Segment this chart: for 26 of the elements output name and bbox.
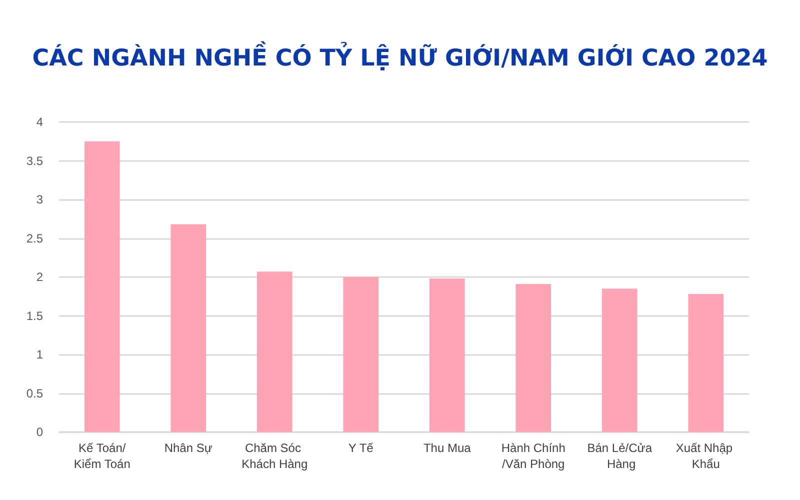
bar <box>256 272 292 432</box>
x-tick-label: Xuất Nhập Khẩu <box>676 441 736 471</box>
bar <box>688 294 724 432</box>
x-tick-label: Bán Lẻ/Cửa Hàng <box>587 441 652 471</box>
y-tick-label: 0.5 <box>26 386 44 400</box>
y-tick-label: 1.5 <box>26 308 44 323</box>
bar <box>429 278 465 432</box>
bar <box>602 288 638 432</box>
x-tick-label: Kế Toán/Kiểm Toán <box>74 441 130 471</box>
x-tick-label: Chăm Sóc Khách Hàng <box>242 441 308 471</box>
bar <box>516 284 552 432</box>
y-tick-label: 4 <box>36 115 44 129</box>
chart-title: CÁC NGÀNH NGHỀ CÓ TỶ LỆ NỮ GIỚI/NAM GIỚI CAO 2024 <box>32 40 768 72</box>
bar <box>343 277 379 432</box>
x-tick-label: Nhân Sự <box>164 441 212 455</box>
y-tick-label: 2 <box>36 270 44 284</box>
y-tick-label: 3.5 <box>26 154 44 168</box>
y-tick-label: 0 <box>36 425 44 439</box>
x-tick-label: Thu Mua <box>423 441 472 455</box>
x-tick-label: Hành Chính/Văn Phòng <box>501 441 566 471</box>
bar <box>84 141 120 432</box>
x-tick-label: Y Tế <box>348 441 374 455</box>
y-tick-label: 2.5 <box>26 231 44 246</box>
bar <box>170 224 206 432</box>
y-tick-label: 1 <box>36 348 44 362</box>
y-tick-label: 3 <box>36 192 44 206</box>
